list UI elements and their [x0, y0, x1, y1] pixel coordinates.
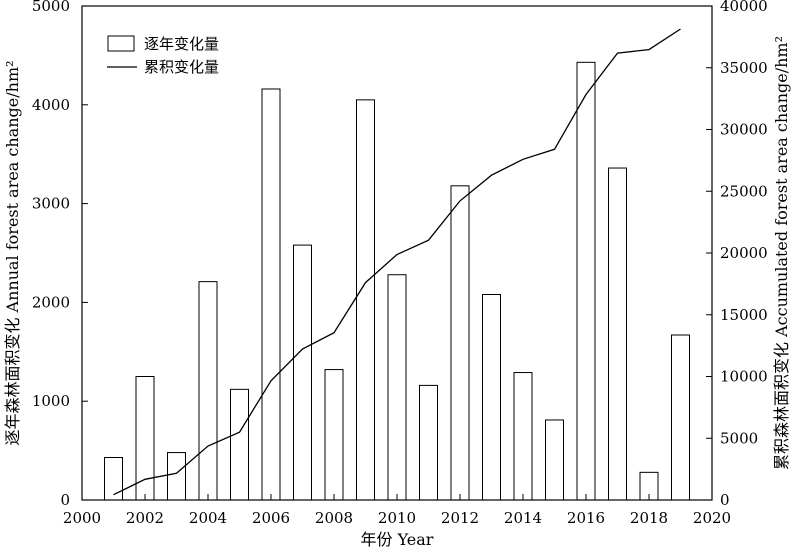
right-y-tick-label: 20000: [720, 244, 768, 262]
right-y-tick-label: 15000: [720, 306, 768, 324]
x-tick-label: 2010: [378, 509, 416, 527]
bar-2005: [230, 388, 249, 501]
bar-2019: [671, 334, 690, 501]
bar-2014: [513, 372, 533, 501]
x-tick-label: 2014: [504, 509, 542, 527]
left-y-axis-title: 逐年森林面积变化 Annual forest area change/hm²: [3, 60, 22, 445]
x-tick-label: 2000: [63, 509, 101, 527]
x-axis: 2000 2002 2004 2006 2008 2010 2012 2014 2016 2018…: [63, 494, 731, 527]
left-y-tick-label: 3000: [32, 195, 70, 213]
left-y-tick-label: 5000: [32, 0, 70, 15]
legend-label-accumulated: 累积变化量: [144, 58, 219, 76]
bar-2010: [387, 274, 407, 501]
bar-2016: [576, 61, 596, 501]
bar-2015: [545, 419, 564, 501]
left-y-tick-label: 4000: [32, 96, 70, 114]
x-axis-title: 年份 Year: [361, 530, 434, 549]
bar-2009: [356, 99, 375, 501]
bar-2017: [608, 167, 627, 501]
series-line-accumulated-change: [113, 28, 681, 496]
left-y-axis: 0 1000 2000 3000 4000 5000: [32, 0, 88, 509]
x-tick-label: 2016: [567, 509, 605, 527]
bar-2012: [450, 185, 470, 501]
left-y-tick-label: 0: [60, 491, 70, 509]
right-y-axis: 0 5000 10000 15000 20000 25000 30000 35000 40000: [706, 0, 768, 509]
right-y-tick-label: 30000: [720, 121, 768, 139]
bar-2003: [167, 452, 186, 501]
right-y-tick-label: 10000: [720, 368, 768, 386]
legend: 逐年变化量 累积变化量: [107, 35, 219, 76]
right-y-tick-label: 5000: [720, 429, 758, 447]
left-y-tick-label: 1000: [32, 392, 70, 410]
right-y-tick-label: 40000: [720, 0, 768, 15]
x-tick-label: 2002: [126, 509, 164, 527]
bar-2004: [198, 281, 218, 501]
x-tick-label: 2012: [441, 509, 479, 527]
x-tick-label: 2004: [189, 509, 227, 527]
right-y-tick-label: 25000: [720, 182, 768, 200]
x-tick-label: 2006: [252, 509, 290, 527]
left-y-tick-label: 2000: [32, 293, 70, 311]
annual-change-bars: [104, 61, 690, 501]
x-tick-label: 2008: [315, 509, 353, 527]
right-y-axis-title: 累积森林面积变化 Accumulated forest area change/…: [772, 36, 791, 470]
legend-label-annual: 逐年变化量: [144, 35, 219, 53]
x-tick-label: 2018: [630, 509, 668, 527]
bar-2001: [104, 457, 123, 501]
bar-2006: [261, 88, 281, 501]
bar-2008: [324, 369, 344, 501]
right-y-tick-label: 0: [720, 491, 730, 509]
legend-swatch-bar: [107, 35, 135, 52]
x-tick-label: 2020: [693, 509, 731, 527]
right-y-tick-label: 35000: [720, 59, 768, 77]
bar-2007: [293, 244, 312, 501]
bar-2013: [482, 293, 501, 501]
bar-2011: [419, 384, 438, 501]
bar-2002: [135, 376, 155, 501]
